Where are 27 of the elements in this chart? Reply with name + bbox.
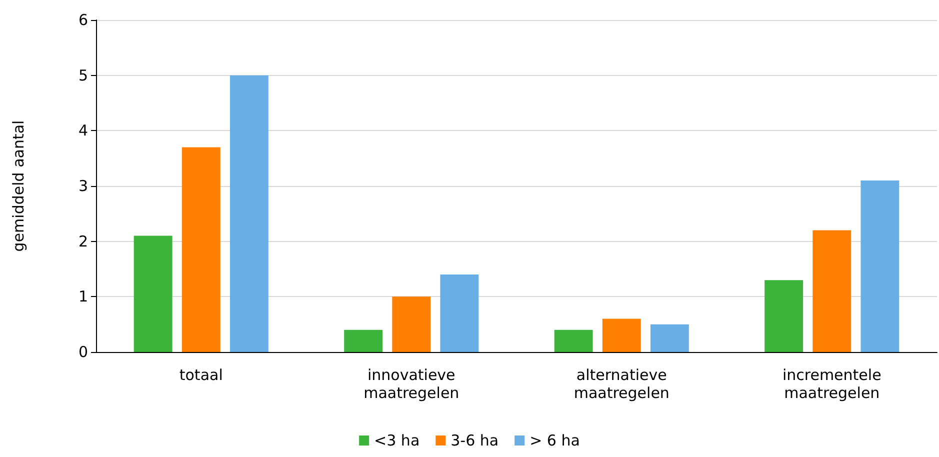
bar <box>182 147 220 352</box>
bar <box>860 180 900 352</box>
legend-label: > 6 ha <box>530 432 580 450</box>
bar <box>134 236 172 352</box>
x-tick-label: incrementele maatregelen <box>782 366 882 402</box>
y-tick-label: 4 <box>78 122 88 140</box>
x-tick-label: alternatieve maatregelen <box>574 366 670 402</box>
y-tick-label: 6 <box>78 11 88 29</box>
bar <box>554 330 593 352</box>
legend-label: 3-6 ha <box>450 432 499 450</box>
y-tick-label: 0 <box>78 343 88 361</box>
bar <box>344 330 383 352</box>
bar <box>764 280 804 352</box>
bar <box>392 296 431 352</box>
bar <box>230 75 268 352</box>
y-tick-label: 3 <box>78 177 88 195</box>
bar <box>602 318 641 352</box>
y-tick-label: 2 <box>78 232 88 250</box>
y-tick-label: 5 <box>78 66 88 84</box>
x-tick-label: totaal <box>179 366 223 384</box>
bar <box>440 274 479 352</box>
x-tick-label: innovatieve maatregelen <box>364 366 460 402</box>
y-axis-title: gemiddeld aantal <box>10 120 28 252</box>
bar <box>650 324 689 352</box>
bar <box>812 230 852 352</box>
y-tick-label: 1 <box>78 288 88 306</box>
legend-label: <3 ha <box>374 432 420 450</box>
